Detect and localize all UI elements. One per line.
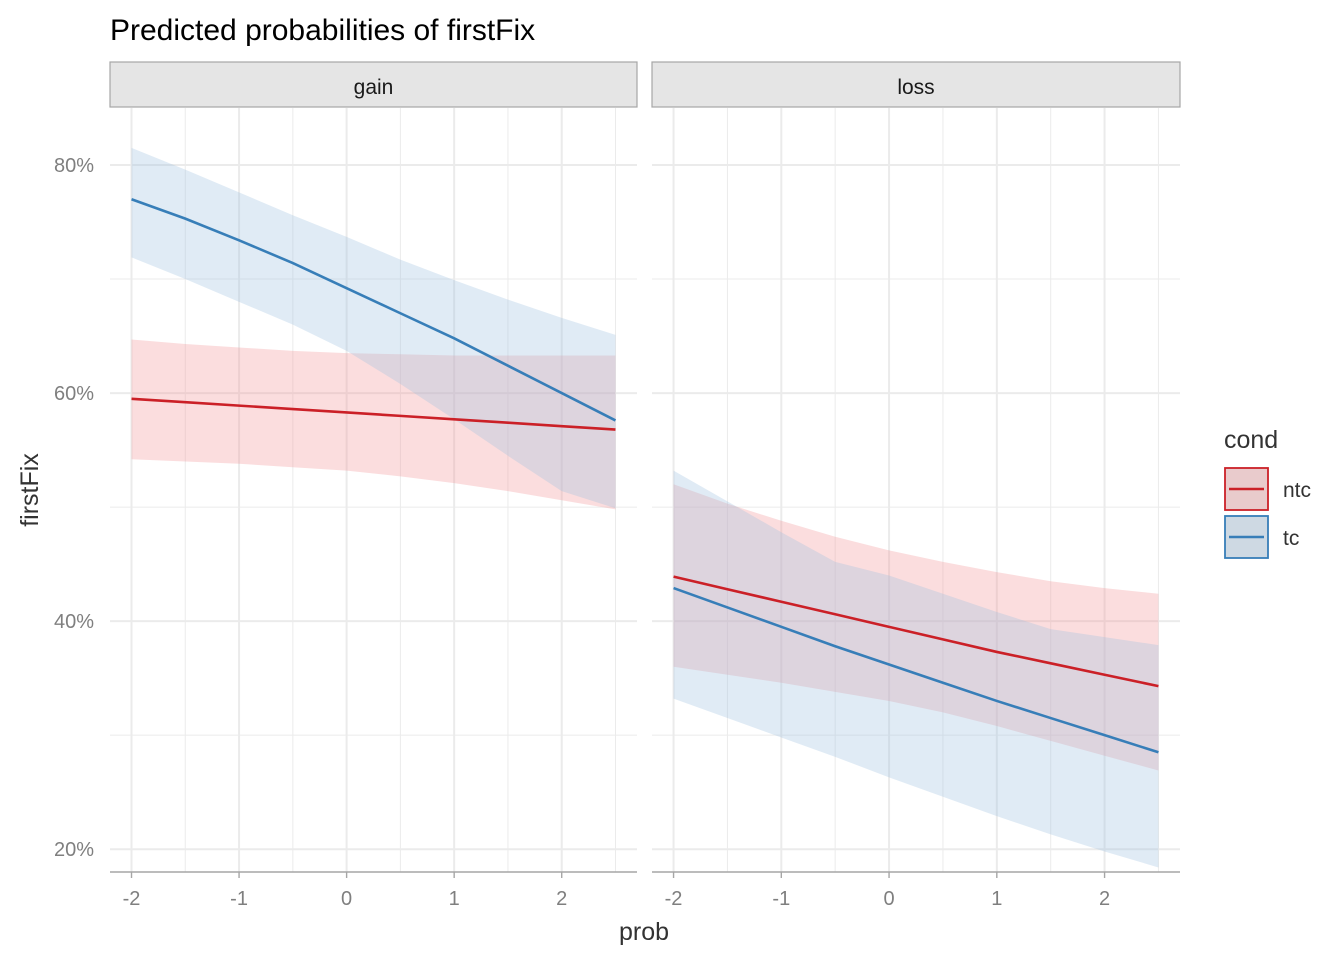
x-axis-label: prob: [619, 918, 669, 946]
x-tick-label: -1: [772, 888, 790, 910]
ribbon-tc: [673, 470, 1159, 868]
x-tick-label: 0: [341, 888, 352, 910]
legend-entries: ntc tc: [1224, 467, 1311, 559]
x-tick-label: -2: [123, 888, 141, 910]
ribbon-ntc: [131, 339, 616, 510]
y-tick-label: 60%: [54, 383, 94, 405]
y-tick-label: 20%: [54, 839, 94, 861]
x-tick-label: -1: [230, 888, 248, 910]
legend: cond ntc tc: [1224, 426, 1311, 559]
y-axis-label: firstFix: [16, 453, 44, 527]
line-tc: [131, 198, 617, 422]
ribbon-tc: [131, 147, 616, 509]
x-tick-label: 0: [883, 888, 894, 910]
panel-gain: gain -2 -1 0 1 2 20% 40% 60% 80%: [54, 61, 638, 910]
strip-label-loss: loss: [897, 76, 934, 99]
legend-label-tc: tc: [1283, 527, 1299, 550]
panel-loss: loss -2 -1 0 1 2: [651, 61, 1181, 910]
panels-layer: gain -2 -1 0 1 2 20% 40% 60% 80% loss -2 -1 0 1 2: [54, 61, 1181, 910]
x-tick-label: 2: [1099, 888, 1110, 910]
line-tc: [673, 586, 1159, 754]
strip-label-gain: gain: [354, 76, 394, 99]
ribbon-ntc: [673, 484, 1159, 771]
line-ntc: [131, 397, 616, 431]
chart-title: Predicted probabilities of firstFix: [110, 14, 535, 47]
strip-loss: [651, 61, 1181, 108]
x-tick-label: 1: [991, 888, 1002, 910]
legend-title: cond: [1224, 426, 1278, 454]
y-tick-label: 40%: [54, 611, 94, 633]
x-tick-label: 1: [449, 888, 460, 910]
line-ntc: [673, 575, 1159, 688]
y-tick-label: 80%: [54, 155, 94, 177]
legend-label-ntc: ntc: [1283, 479, 1311, 502]
x-tick-label: -2: [665, 888, 683, 910]
x-tick-label: 2: [556, 888, 567, 910]
strip-gain: [109, 61, 638, 108]
